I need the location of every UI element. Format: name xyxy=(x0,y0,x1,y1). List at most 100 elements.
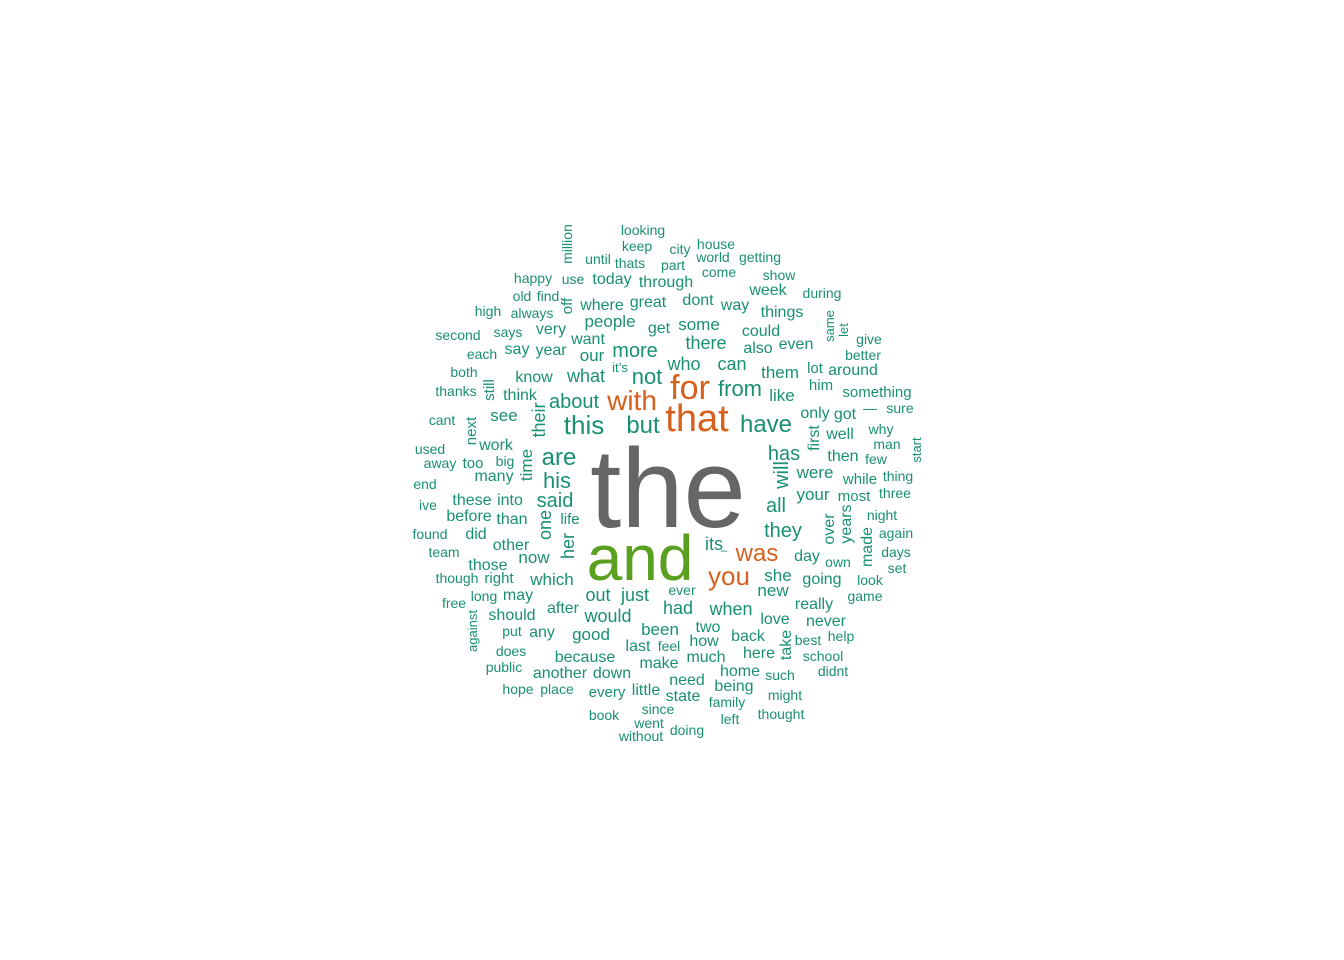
word-cloud-word: after xyxy=(547,600,580,617)
word-cloud-word: best xyxy=(795,632,822,648)
word-cloud-word: it’s xyxy=(612,360,628,375)
word-cloud-word: didnt xyxy=(818,663,848,679)
word-cloud-word: who xyxy=(666,354,700,374)
word-cloud-word: look xyxy=(857,572,884,588)
word-cloud-word: she xyxy=(764,566,791,585)
word-cloud-word: sure xyxy=(886,400,913,416)
word-cloud-word: say xyxy=(505,341,530,358)
word-cloud-word: these xyxy=(452,492,491,509)
word-cloud-word: little xyxy=(632,682,661,699)
word-cloud-word: there xyxy=(685,333,726,353)
word-cloud-word: public xyxy=(486,659,523,675)
word-cloud-word: very xyxy=(536,321,566,338)
word-cloud-word: before xyxy=(446,508,491,525)
word-cloud-word: get xyxy=(648,320,671,337)
word-cloud-word: thing xyxy=(883,468,913,484)
word-cloud-word: night xyxy=(867,507,897,523)
word-cloud-word: again xyxy=(879,525,913,541)
word-cloud-word: help xyxy=(828,628,855,644)
word-cloud-word: have xyxy=(740,411,792,438)
word-cloud-word: what xyxy=(566,366,605,386)
word-cloud-word: life xyxy=(560,511,579,528)
word-cloud-word: people xyxy=(584,312,635,331)
word-cloud-word: just xyxy=(620,585,649,605)
word-cloud-word: been xyxy=(641,620,679,639)
word-cloud-word: did xyxy=(465,526,486,543)
word-cloud-word: see xyxy=(490,406,517,425)
word-cloud-word: going xyxy=(802,571,841,588)
word-cloud-word: why xyxy=(868,421,894,437)
word-cloud-word: was xyxy=(735,540,779,567)
word-cloud-word: great xyxy=(630,294,667,311)
word-cloud-word: few xyxy=(865,451,888,467)
word-cloud-word: and xyxy=(587,522,694,594)
word-cloud-word: million xyxy=(559,224,575,264)
word-cloud-word: hope xyxy=(502,681,533,697)
word-cloud-word: feel xyxy=(658,638,681,654)
word-cloud-word: big xyxy=(496,453,515,469)
word-cloud-word: place xyxy=(540,681,574,697)
word-cloud-word: found xyxy=(412,526,447,542)
word-cloud-word: think xyxy=(503,387,538,404)
word-cloud-word: its xyxy=(705,534,723,554)
word-cloud-word: thought xyxy=(758,706,805,722)
word-cloud-word: made xyxy=(859,527,876,567)
word-cloud-word: team xyxy=(428,544,459,560)
word-cloud-word: know xyxy=(515,369,553,386)
word-cloud-word: end xyxy=(413,476,436,492)
word-cloud-word: though xyxy=(436,570,479,586)
word-cloud-word: also xyxy=(743,340,772,357)
word-cloud-word: family xyxy=(709,694,746,710)
word-cloud-word: through xyxy=(639,274,693,291)
word-cloud-word: own xyxy=(825,554,851,570)
word-cloud-word: your xyxy=(796,485,829,504)
word-cloud-word: – xyxy=(721,543,728,557)
word-cloud-word: off xyxy=(559,297,576,314)
word-cloud-word: work xyxy=(478,437,514,454)
word-cloud-word: most xyxy=(838,488,871,505)
word-cloud-word: looking xyxy=(621,222,665,238)
word-cloud-word: new xyxy=(757,581,789,600)
word-cloud-word: would xyxy=(583,606,631,626)
word-cloud-word: two xyxy=(696,619,721,636)
word-cloud-word: any xyxy=(529,624,555,641)
word-cloud-word: want xyxy=(570,331,605,348)
word-cloud-word: against xyxy=(465,610,480,652)
word-cloud-word: many xyxy=(474,468,513,485)
word-cloud-word: free xyxy=(442,595,466,611)
word-cloud-word: can xyxy=(717,354,746,374)
word-cloud-word: another xyxy=(533,665,588,682)
word-cloud-word: really xyxy=(795,596,833,613)
word-cloud-word: last xyxy=(626,638,651,655)
word-cloud-word: you xyxy=(708,561,750,591)
word-cloud-word: those xyxy=(468,557,507,574)
word-cloud-word: into xyxy=(497,492,523,509)
word-cloud-word: for xyxy=(670,369,710,407)
word-cloud-word: high xyxy=(475,303,501,319)
word-cloud-word: not xyxy=(632,364,663,389)
word-cloud-word: used xyxy=(415,441,445,457)
word-cloud-word: out xyxy=(585,585,610,605)
word-cloud-word: something xyxy=(842,384,911,401)
word-cloud-word: things xyxy=(761,304,804,321)
word-cloud-word: now xyxy=(518,548,550,567)
word-cloud-word: until xyxy=(585,251,611,267)
word-cloud-word: game xyxy=(847,588,882,604)
word-cloud-word: cant xyxy=(429,412,456,428)
word-cloud-word: time xyxy=(517,449,536,481)
word-cloud-word: too xyxy=(463,455,484,472)
word-cloud-word: love xyxy=(760,611,789,628)
word-cloud-word: will xyxy=(771,461,793,490)
word-cloud-word: home xyxy=(720,663,760,680)
word-cloud-word: old xyxy=(513,288,532,304)
word-cloud-word: use xyxy=(562,271,585,287)
word-cloud-word: three xyxy=(879,485,911,501)
word-cloud-word: they xyxy=(764,520,802,542)
word-cloud-word: same xyxy=(822,310,837,342)
word-cloud-word: then xyxy=(827,448,858,465)
word-cloud-word: has xyxy=(768,443,800,465)
word-cloud-word: need xyxy=(669,672,705,689)
word-cloud-word: lot xyxy=(807,360,824,377)
word-cloud-word: being xyxy=(714,678,753,695)
word-cloud-word: the xyxy=(590,426,746,551)
